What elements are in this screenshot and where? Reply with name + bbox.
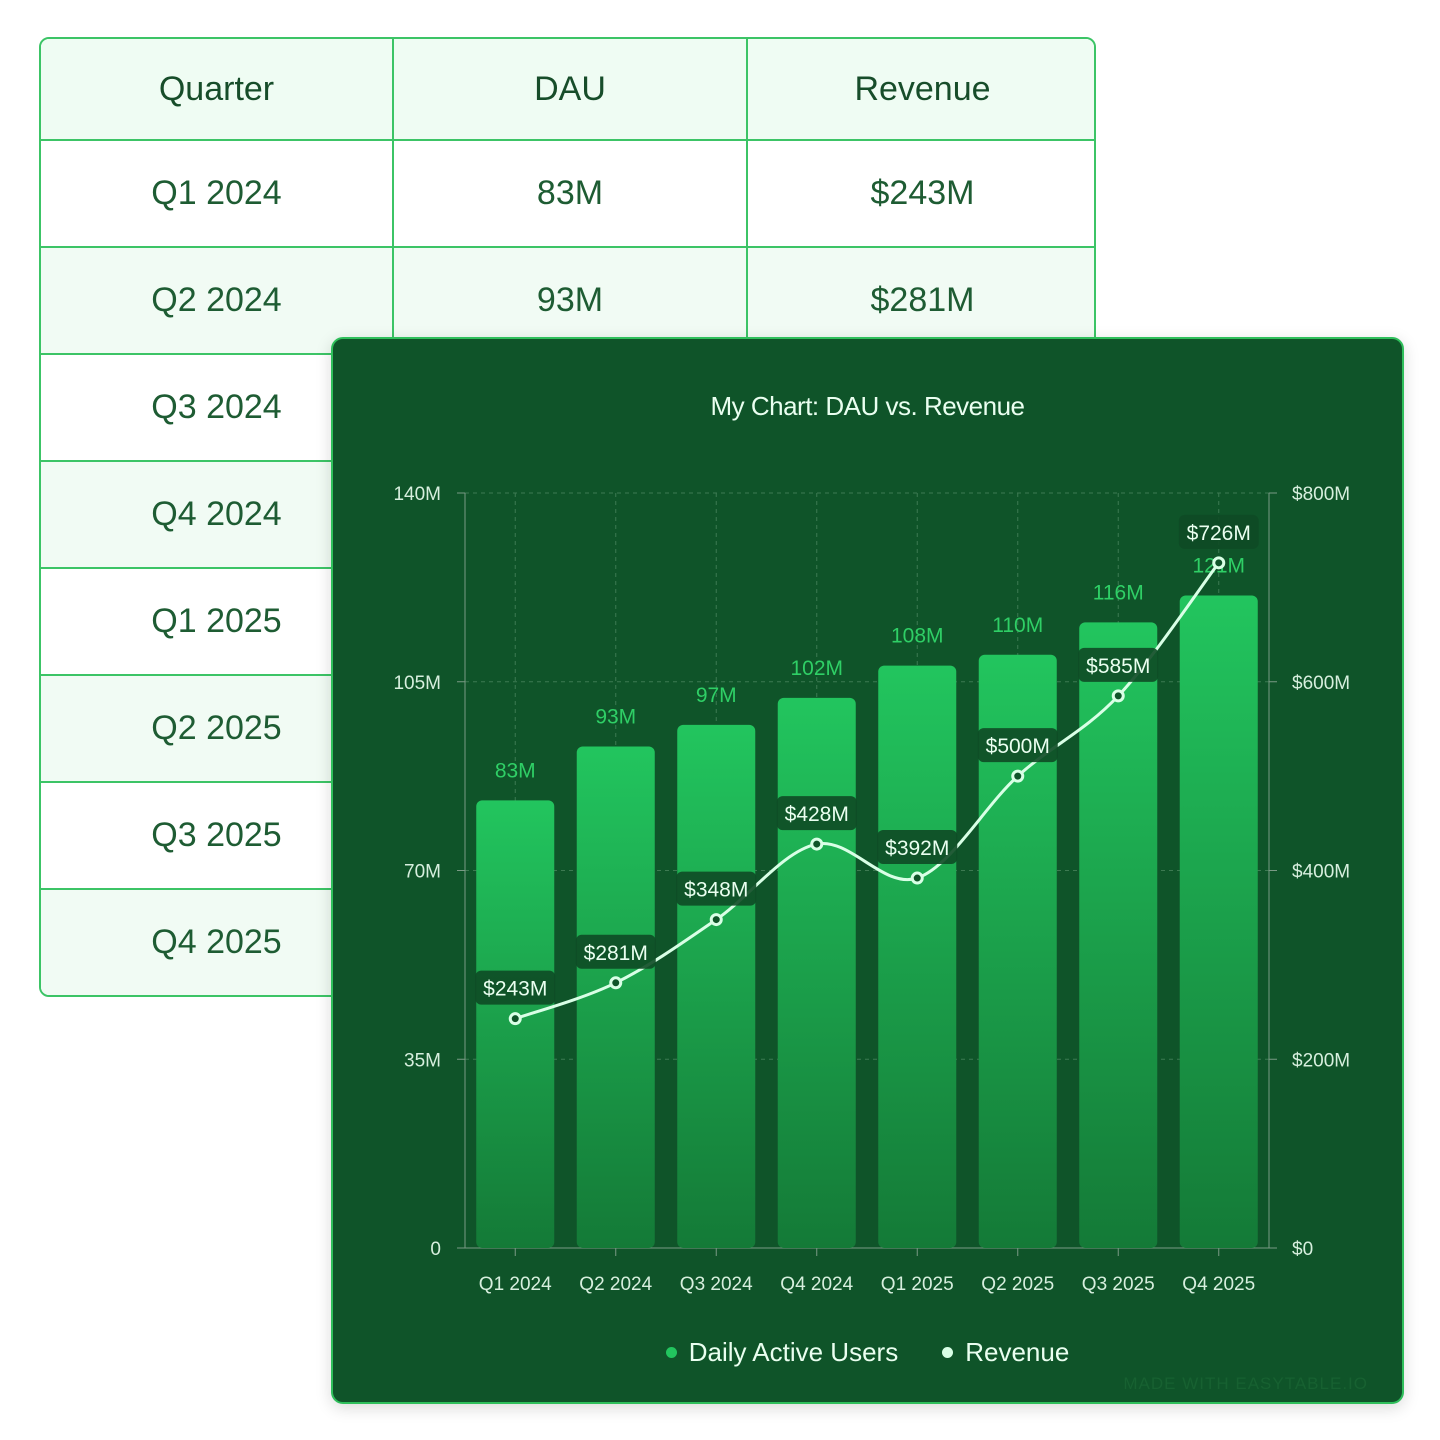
revenue-point <box>1212 556 1226 570</box>
cell-revenue: $243M <box>746 141 1094 246</box>
cell-quarter: Q1 2024 <box>151 174 282 212</box>
revenue-point <box>1011 769 1025 783</box>
cell-quarter: Q1 2025 <box>151 602 282 640</box>
chart-card: 0 $0 35M $200M 70M $400M 105M $600M 140M $800M 83M… <box>331 337 1404 1404</box>
revenue-label-box <box>575 934 656 969</box>
legend: Daily Active Users Revenue <box>333 1337 1402 1368</box>
revenue-label-box <box>1078 647 1159 682</box>
table-row: Q2 2024 93M $281M <box>41 246 1094 353</box>
revenue-label-box <box>1178 514 1259 549</box>
revenue-label-box <box>977 728 1058 763</box>
y-right-tick-label: $0 <box>1292 1239 1313 1260</box>
cell-quarter: Q2 2024 <box>151 281 282 319</box>
legend-item-revenue[interactable]: Revenue <box>942 1337 1069 1368</box>
x-tick-label: Q2 2025 <box>981 1274 1054 1295</box>
revenue-point <box>910 871 924 885</box>
table-header-row: Quarter DAU Revenue <box>41 39 1094 139</box>
cell-quarter: Q2 2025 <box>151 709 282 747</box>
cell-quarter: Q4 2024 <box>151 495 282 533</box>
bar <box>978 654 1057 1248</box>
cell-dau: 83M <box>392 141 746 246</box>
revenue-point <box>709 913 723 927</box>
bar-label: 116M <box>1093 581 1144 604</box>
bar-label: 102M <box>790 657 843 680</box>
bar <box>878 665 957 1248</box>
bar-label: 97M <box>696 684 737 707</box>
x-tick-label: Q4 2025 <box>1182 1274 1255 1295</box>
table-row: Q1 2024 83M $243M <box>41 139 1094 246</box>
revenue-point <box>810 837 824 851</box>
bar <box>576 746 655 1248</box>
revenue-label: $243M <box>483 978 547 1001</box>
y-right-tick-label: $600M <box>1292 673 1350 694</box>
revenue-point <box>609 976 623 990</box>
bar-label: 93M <box>595 705 636 728</box>
header-dau: DAU <box>392 39 746 139</box>
x-tick-label: Q3 2025 <box>1082 1274 1155 1295</box>
y-left-tick-label: 70M <box>404 862 441 883</box>
revenue-label: $348M <box>684 879 748 902</box>
revenue-label-box <box>877 830 958 865</box>
bar <box>1179 595 1258 1248</box>
legend-label: Daily Active Users <box>688 1337 899 1367</box>
revenue-label: $585M <box>1086 655 1150 678</box>
revenue-label-box <box>776 796 857 831</box>
bar <box>677 724 756 1248</box>
revenue-label-box <box>475 970 556 1005</box>
revenue-point <box>1111 689 1125 703</box>
y-left-tick-label: 140M <box>393 484 441 505</box>
x-tick-label: Q3 2024 <box>680 1274 753 1295</box>
header-quarter: Quarter <box>158 69 275 108</box>
cell-quarter: Q3 2025 <box>151 816 282 854</box>
y-right-tick-label: $800M <box>1292 484 1350 505</box>
cell-revenue: $281M <box>746 248 1094 353</box>
revenue-label: $500M <box>986 735 1050 758</box>
revenue-label-box <box>676 871 757 906</box>
legend-dot-icon <box>942 1347 954 1358</box>
chart-title: My Chart: DAU vs. Revenue <box>710 391 1025 421</box>
bar-label: 83M <box>495 759 536 782</box>
x-tick-label: Q2 2024 <box>579 1274 652 1295</box>
revenue-label: $281M <box>584 942 648 965</box>
y-left-tick-label: 0 <box>430 1239 441 1260</box>
revenue-point <box>508 1012 522 1026</box>
y-right-tick-label: $400M <box>1292 862 1350 883</box>
cell-quarter: Q4 2025 <box>151 923 282 961</box>
revenue-label: $392M <box>885 837 949 860</box>
cell-dau: 93M <box>392 248 746 353</box>
x-tick-label: Q1 2024 <box>479 1274 552 1295</box>
x-tick-label: Q4 2024 <box>780 1274 853 1295</box>
bar <box>777 697 856 1248</box>
legend-dot-icon <box>665 1347 677 1358</box>
watermark: MADE WITH EASYTABLE.IO <box>1123 1374 1368 1393</box>
y-right-tick-label: $200M <box>1292 1050 1350 1071</box>
bar-label: 110M <box>992 614 1043 637</box>
revenue-label: $428M <box>785 803 849 826</box>
legend-item-dau[interactable]: Daily Active Users <box>665 1337 899 1368</box>
legend-label: Revenue <box>965 1337 1070 1367</box>
bar <box>1079 622 1158 1248</box>
chart-svg: 0 $0 35M $200M 70M $400M 105M $600M 140M $800M 83M… <box>393 484 1350 1295</box>
bar-label: 108M <box>891 625 944 648</box>
y-left-tick-label: 105M <box>393 673 441 694</box>
x-tick-label: Q1 2025 <box>881 1274 954 1295</box>
y-left-tick-label: 35M <box>404 1050 441 1071</box>
cell-quarter: Q3 2024 <box>151 388 282 426</box>
revenue-label: $726M <box>1187 522 1251 545</box>
header-revenue: Revenue <box>746 39 1094 139</box>
